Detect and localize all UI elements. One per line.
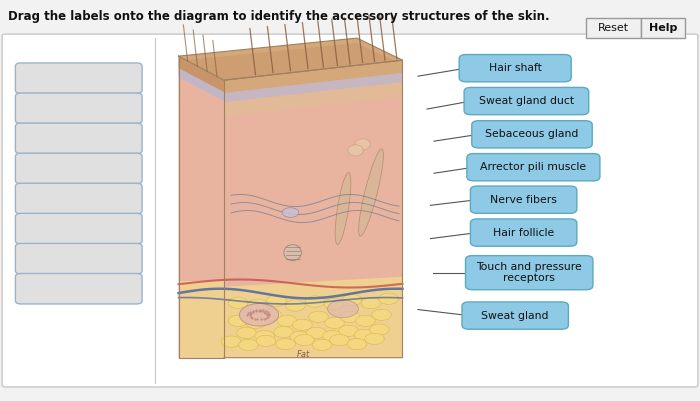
Text: Sweat gland duct: Sweat gland duct	[479, 96, 574, 106]
Circle shape	[330, 334, 349, 346]
Circle shape	[365, 333, 384, 344]
Text: Fat: Fat	[297, 350, 309, 359]
FancyBboxPatch shape	[15, 123, 142, 154]
Circle shape	[221, 336, 241, 347]
FancyBboxPatch shape	[2, 34, 698, 387]
Text: Sebaceous gland: Sebaceous gland	[485, 130, 579, 139]
Circle shape	[342, 294, 362, 306]
Circle shape	[295, 334, 314, 346]
Polygon shape	[224, 60, 402, 358]
FancyBboxPatch shape	[15, 63, 142, 93]
Text: Nerve fibers: Nerve fibers	[490, 195, 557, 205]
Circle shape	[237, 327, 256, 338]
Text: Sweat gland: Sweat gland	[482, 311, 549, 320]
FancyBboxPatch shape	[466, 256, 593, 290]
Polygon shape	[178, 68, 224, 101]
Circle shape	[277, 315, 297, 326]
Text: Drag the labels onto the diagram to identify the accessory structures of the ski: Drag the labels onto the diagram to iden…	[8, 10, 550, 22]
FancyBboxPatch shape	[467, 154, 600, 181]
Circle shape	[370, 324, 389, 335]
Polygon shape	[178, 56, 224, 358]
FancyBboxPatch shape	[586, 18, 640, 38]
Circle shape	[354, 329, 374, 340]
Ellipse shape	[358, 149, 384, 236]
Circle shape	[293, 319, 312, 330]
Ellipse shape	[348, 145, 363, 156]
FancyBboxPatch shape	[640, 18, 685, 38]
Circle shape	[246, 317, 265, 328]
Circle shape	[339, 325, 358, 336]
FancyBboxPatch shape	[15, 243, 142, 274]
Circle shape	[379, 293, 398, 304]
Polygon shape	[224, 60, 402, 93]
Circle shape	[347, 338, 367, 350]
Polygon shape	[178, 281, 224, 358]
Circle shape	[248, 299, 267, 310]
Circle shape	[286, 300, 305, 311]
Circle shape	[256, 335, 276, 346]
Circle shape	[356, 315, 375, 326]
Circle shape	[267, 295, 286, 306]
Circle shape	[276, 338, 295, 350]
Circle shape	[228, 297, 248, 308]
Polygon shape	[224, 277, 402, 358]
Circle shape	[372, 309, 391, 320]
FancyBboxPatch shape	[15, 93, 142, 124]
Circle shape	[274, 326, 293, 338]
Polygon shape	[178, 56, 224, 92]
Circle shape	[255, 330, 274, 342]
FancyBboxPatch shape	[459, 55, 571, 82]
Circle shape	[309, 311, 328, 322]
Circle shape	[328, 300, 358, 318]
Circle shape	[305, 296, 325, 307]
Circle shape	[323, 330, 342, 342]
Ellipse shape	[355, 139, 370, 150]
Circle shape	[239, 339, 258, 350]
FancyBboxPatch shape	[15, 273, 142, 304]
FancyBboxPatch shape	[15, 213, 142, 244]
Text: Touch and pressure
receptors: Touch and pressure receptors	[476, 262, 582, 284]
Circle shape	[325, 317, 344, 328]
Ellipse shape	[335, 172, 351, 245]
FancyBboxPatch shape	[464, 87, 589, 115]
Circle shape	[361, 298, 381, 309]
Text: Help: Help	[649, 23, 677, 33]
FancyBboxPatch shape	[472, 121, 592, 148]
Circle shape	[324, 298, 344, 310]
Polygon shape	[224, 73, 402, 102]
Circle shape	[228, 315, 248, 326]
Circle shape	[262, 309, 281, 320]
Circle shape	[290, 331, 309, 342]
Circle shape	[282, 208, 299, 217]
Ellipse shape	[284, 245, 301, 261]
Circle shape	[239, 304, 279, 326]
Text: Hair follicle: Hair follicle	[493, 228, 554, 237]
FancyBboxPatch shape	[15, 153, 142, 184]
FancyBboxPatch shape	[470, 186, 577, 213]
FancyBboxPatch shape	[462, 302, 568, 329]
FancyBboxPatch shape	[15, 183, 142, 214]
Circle shape	[307, 327, 326, 338]
Text: Arrector pili muscle: Arrector pili muscle	[480, 162, 587, 172]
Circle shape	[340, 311, 360, 322]
Polygon shape	[178, 43, 402, 83]
Polygon shape	[224, 82, 402, 116]
FancyBboxPatch shape	[470, 219, 577, 246]
Text: Reset: Reset	[598, 23, 629, 33]
Text: Hair shaft: Hair shaft	[489, 63, 542, 73]
Circle shape	[312, 339, 332, 350]
Polygon shape	[178, 38, 402, 80]
